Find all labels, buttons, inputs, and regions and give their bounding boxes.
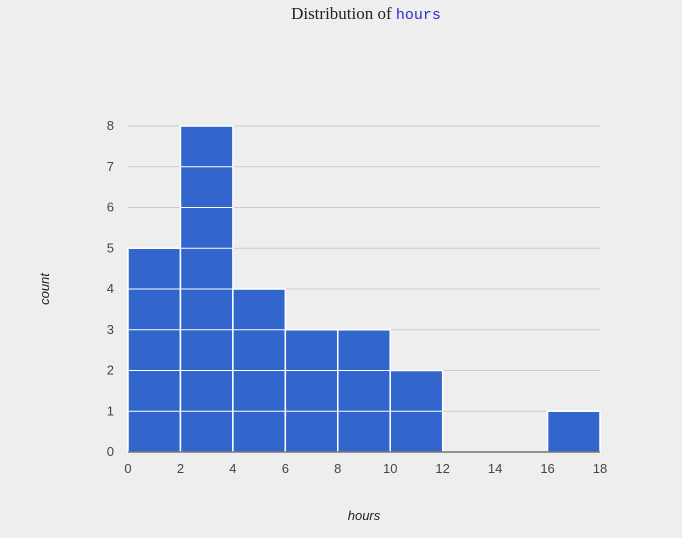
x-tick-label: 14 — [488, 461, 502, 476]
chart-title-prefix: Distribution of — [291, 4, 392, 23]
y-tick-label: 7 — [107, 159, 114, 174]
x-tick-label: 0 — [124, 461, 131, 476]
histogram-bar — [546, 410, 601, 453]
chart-title-variable: hours — [395, 7, 441, 24]
x-tick-label: 12 — [435, 461, 449, 476]
bar-rect — [127, 247, 182, 453]
bar-rect — [284, 329, 339, 453]
y-tick-label: 8 — [107, 118, 114, 133]
y-tick-label: 2 — [107, 363, 114, 378]
y-tick-label: 4 — [107, 281, 114, 296]
bar-rect — [546, 410, 601, 453]
x-axis-label: hours — [348, 508, 381, 523]
histogram-bars — [127, 125, 601, 453]
y-axis-label: count — [37, 272, 52, 305]
x-axis: 0 2 4 6 8 10 12 14 16 18 — [124, 451, 607, 476]
histogram-bar — [389, 369, 444, 453]
x-tick-label: 18 — [593, 461, 607, 476]
histogram-bar — [337, 329, 391, 453]
y-tick-label: 0 — [107, 444, 114, 459]
x-tick-label: 10 — [383, 461, 397, 476]
y-axis: 0 1 2 3 4 5 6 7 8 — [107, 118, 114, 459]
histogram-bar — [284, 329, 339, 453]
x-tick-label: 4 — [229, 461, 236, 476]
bar-rect — [337, 329, 391, 453]
y-tick-label: 6 — [107, 200, 114, 215]
histogram-bar — [179, 125, 234, 453]
histogram-bar — [232, 288, 287, 453]
y-tick-label: 3 — [107, 322, 114, 337]
y-tick-label: 1 — [107, 403, 114, 418]
y-tick-label: 5 — [107, 240, 114, 255]
x-tick-label: 6 — [282, 461, 289, 476]
histogram-bar — [127, 247, 182, 453]
chart-title: Distribution of hours — [0, 4, 682, 24]
x-tick-label: 2 — [177, 461, 184, 476]
x-tick-label: 8 — [334, 461, 341, 476]
x-tick-label: 16 — [540, 461, 554, 476]
